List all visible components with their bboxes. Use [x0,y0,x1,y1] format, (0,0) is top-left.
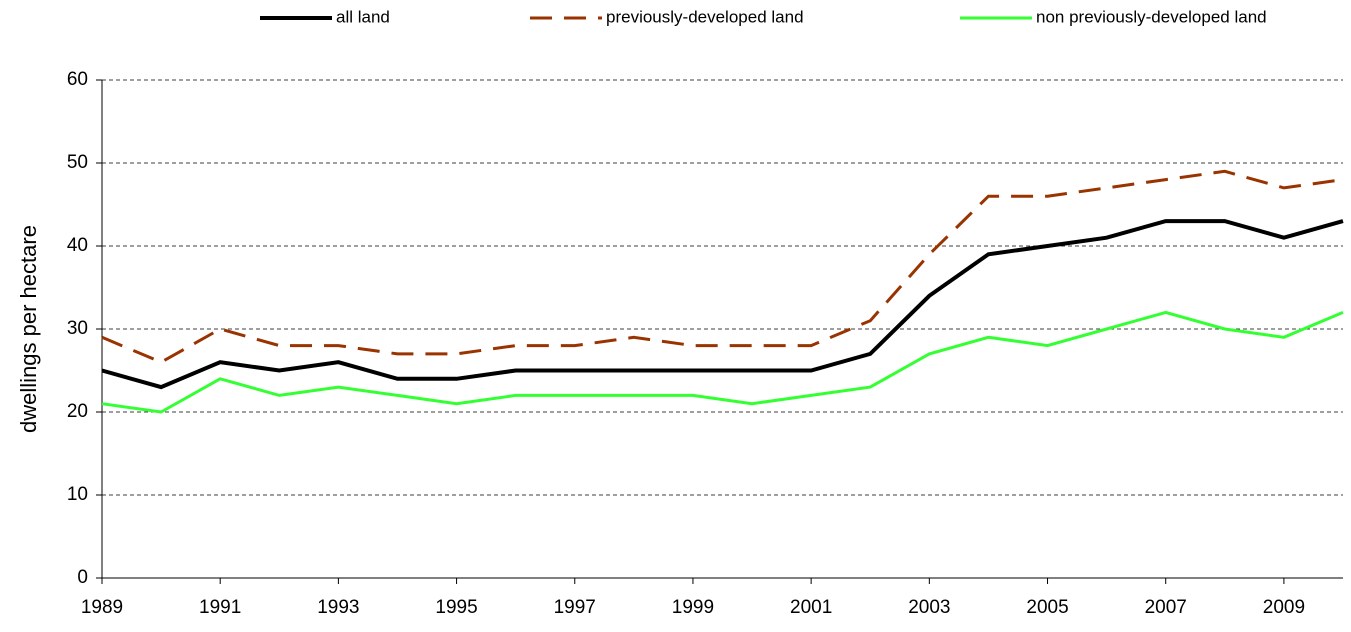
y-tick-label: 40 [67,235,88,256]
x-tick-label: 1989 [81,597,123,618]
y-tick-label: 10 [67,484,88,505]
series-line [101,310,1344,414]
y-tick-label: 30 [67,318,88,339]
x-tick-label: 2005 [1026,597,1068,618]
x-tick-label: 2003 [908,597,950,618]
y-tick-label: 0 [77,567,88,588]
series-line [101,169,1344,364]
x-tick-label: 1997 [554,597,596,618]
y-tick-label: 20 [67,401,88,422]
series-line [101,219,1344,390]
y-tick-label: 60 [67,69,88,90]
x-tick-label: 2009 [1263,597,1305,618]
y-axis-label: dwellings per hectare [16,225,41,433]
x-tick-label: 1991 [199,597,241,618]
x-tick-label: 1993 [317,597,359,618]
x-tick-label: 2007 [1145,597,1187,618]
x-tick-label: 1995 [435,597,477,618]
y-tick-label: 50 [67,152,88,173]
legend-label: all land [336,7,390,26]
x-tick-label: 1999 [672,597,714,618]
legend-label: previously-developed land [606,7,804,26]
x-tick-label: 2001 [790,597,832,618]
legend-label: non previously-developed land [1036,7,1267,26]
